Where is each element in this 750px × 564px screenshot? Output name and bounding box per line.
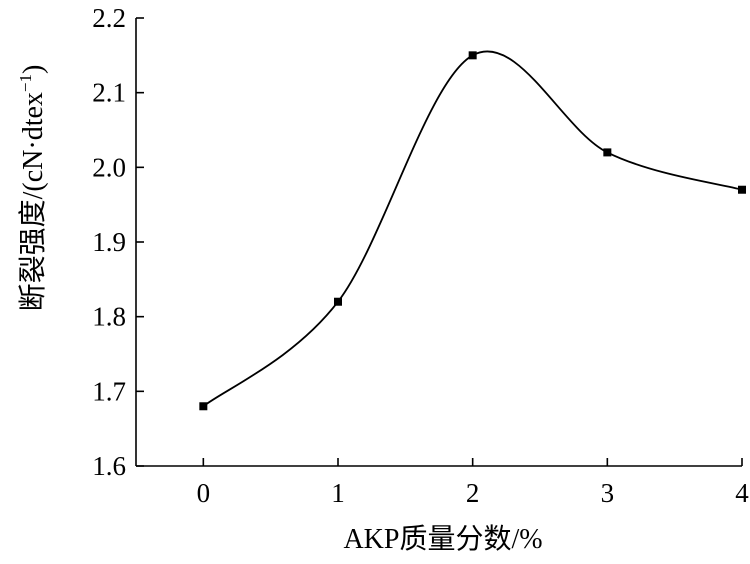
- data-point-marker: [468, 51, 477, 60]
- data-point-marker: [199, 402, 208, 411]
- curve-layer: [202, 50, 743, 407]
- x-tick-label: 0: [197, 478, 211, 508]
- series-line: [202, 50, 743, 407]
- y-axis-title-close: ): [18, 65, 49, 74]
- y-axis-title-superscript: −1: [16, 74, 35, 92]
- data-point-marker: [603, 148, 612, 157]
- x-tick-label: 4: [735, 478, 749, 508]
- y-tick-label: 2.1: [92, 78, 126, 108]
- y-tick-label: 1.6: [92, 451, 126, 481]
- x-tick-label: 3: [601, 478, 615, 508]
- y-tick-label: 2.0: [92, 152, 126, 182]
- x-axis-title: AKP质量分数/%: [343, 523, 542, 555]
- axes: [135, 18, 742, 467]
- y-tick-label: 1.9: [92, 227, 126, 257]
- y-axis-title: 断裂强度/(cN·dtex−1): [16, 65, 49, 312]
- data-point-marker: [738, 185, 746, 194]
- y-tick-label: 2.2: [92, 3, 126, 33]
- data-point-marker: [334, 297, 342, 306]
- x-tick-label: 1: [331, 478, 345, 508]
- y-axis-title-main: 断裂强度/(cN·dtex: [17, 92, 49, 311]
- ticks: 1.6 1.7 1.8 1.9 2.0 2.1 2.2 0 1 2 3 4: [92, 3, 749, 508]
- markers: [199, 51, 746, 411]
- y-tick-label: 1.8: [92, 302, 126, 332]
- x-tick-label: 2: [466, 478, 480, 508]
- y-tick-label: 1.7: [92, 376, 126, 406]
